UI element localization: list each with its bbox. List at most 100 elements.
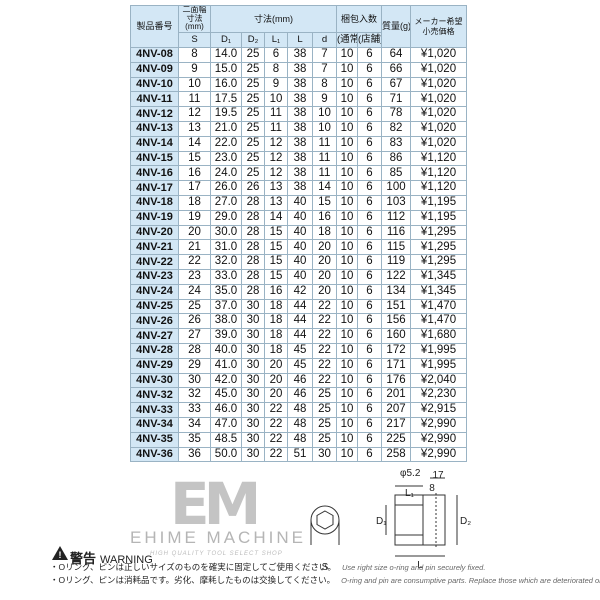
table-cell: 6 (356, 313, 383, 330)
product-code: 4NV-26 (130, 313, 179, 330)
table-cell: 22.0 (210, 135, 242, 152)
table-cell: 26 (178, 313, 211, 330)
table-cell: 82 (381, 120, 412, 137)
header-cell: 寸法(mm) (210, 5, 337, 33)
table-cell: 122 (381, 268, 412, 285)
header-line: 寸法 (186, 13, 203, 23)
product-code: 4NV-18 (130, 194, 179, 211)
product-code: 4NV-24 (130, 283, 179, 300)
table-cell: 10 (336, 61, 358, 78)
table-cell: 217 (381, 416, 412, 433)
table-cell: 46.0 (210, 402, 242, 418)
table-cell: 10 (336, 298, 358, 315)
table-cell: 16 (264, 283, 288, 300)
table-cell: 38 (287, 76, 313, 93)
table-cell: 30 (241, 372, 265, 389)
table-cell: ¥2,230 (410, 387, 468, 404)
table-cell: 6 (356, 91, 383, 108)
table-cell: 30 (241, 298, 265, 315)
table-cell: 9 (312, 91, 337, 108)
table-cell: 7 (312, 47, 337, 63)
table-cell: 12 (264, 135, 288, 152)
table-cell: 41.0 (210, 357, 242, 374)
table-cell: 156 (381, 313, 412, 330)
label-8: 8 (429, 483, 435, 494)
table-cell: 10 (336, 209, 358, 226)
table-cell: 38 (287, 150, 313, 167)
product-code: 4NV-28 (130, 342, 179, 359)
table-cell: 38.0 (210, 313, 242, 330)
table-cell: 45 (287, 357, 313, 374)
table-cell: 45.0 (210, 387, 242, 404)
table-cell: 22 (264, 446, 288, 463)
logo-name: EHIME MACHINE (130, 528, 306, 547)
table-cell: ¥1,295 (410, 254, 468, 270)
table-cell: 71 (381, 91, 412, 108)
table-cell: 10 (336, 76, 358, 93)
table-cell: 10 (336, 313, 358, 330)
table-cell: ¥1,020 (410, 76, 468, 93)
table-cell: 14 (312, 180, 337, 196)
table-cell: 38 (287, 120, 313, 137)
table-row: 4NV-35 35 48.5 30 22 48 25 10 6 225 ¥2,990 (130, 431, 468, 448)
product-code: 4NV-19 (130, 209, 179, 226)
table-cell: 6 (356, 165, 383, 182)
table-cell: 42 (287, 283, 313, 300)
table-cell: 38 (287, 91, 313, 108)
table-cell: 116 (381, 224, 412, 241)
table-row: 4NV-09 9 15.0 25 8 38 7 10 6 66 ¥1,020 (130, 61, 468, 78)
table-cell: 6 (356, 76, 383, 93)
table-cell: 9 (178, 61, 211, 78)
table-cell: 22 (312, 372, 337, 389)
table-cell: ¥1,470 (410, 298, 468, 315)
table-cell: 6 (356, 180, 383, 196)
table-cell: 33.0 (210, 268, 242, 285)
table-cell: ¥2,915 (410, 402, 468, 418)
table-cell: 9 (264, 76, 288, 93)
logo-mark: EM (170, 470, 261, 538)
table-cell: 25 (241, 91, 265, 108)
product-code: 4NV-30 (130, 372, 179, 389)
table-row: 4NV-24 24 35.0 28 16 42 20 10 6 134 ¥1,345 (130, 283, 468, 300)
table-cell: 38 (287, 135, 313, 152)
table-cell: 100 (381, 180, 412, 196)
table-cell: ¥1,020 (410, 61, 468, 78)
table-cell: ¥1,020 (410, 135, 468, 152)
header-cell: L₁ (264, 32, 288, 48)
table-cell: 18 (312, 224, 337, 241)
table-cell: ¥1,120 (410, 165, 468, 182)
table-cell: 14 (178, 135, 211, 152)
table-cell: 40 (287, 224, 313, 241)
table-cell: ¥1,345 (410, 283, 468, 300)
table-cell: 19 (178, 209, 211, 226)
table-cell: 25 (241, 76, 265, 93)
table-row: 4NV-21 21 31.0 28 15 40 20 10 6 115 ¥1,295 (130, 239, 468, 256)
label-l1: L₁ (405, 488, 415, 499)
table-cell: 23.0 (210, 150, 242, 167)
table-cell: ¥1,020 (410, 91, 468, 108)
table-cell: 6 (356, 268, 383, 285)
table-cell: 15.0 (210, 61, 242, 78)
table-cell: 10 (336, 402, 358, 418)
table-cell: ¥1,680 (410, 328, 468, 344)
table-cell: 40 (287, 194, 313, 211)
header-cell: 製品番号 (130, 5, 179, 48)
table-row: 4NV-28 28 40.0 30 18 45 22 10 6 172 ¥1,995 (130, 342, 468, 359)
table-cell: 30 (241, 431, 265, 448)
header-cell: メーカー希望 小売価格 (410, 5, 468, 48)
table-cell: 30 (312, 446, 337, 463)
header-cell: (通常) (336, 32, 358, 48)
table-cell: 176 (381, 372, 412, 389)
table-cell: 10 (336, 224, 358, 241)
table-cell: 20 (312, 268, 337, 285)
product-code: 4NV-15 (130, 150, 179, 167)
table-row: 4NV-25 25 37.0 30 18 44 22 10 6 151 ¥1,470 (130, 298, 468, 315)
table-cell: 207 (381, 402, 412, 418)
product-code: 4NV-22 (130, 254, 179, 270)
table-cell: 10 (336, 446, 358, 463)
warning-title-en: WARNING (100, 554, 153, 566)
header-cell: (店舗) (356, 32, 383, 48)
table-row: 4NV-20 20 30.0 28 15 40 18 10 6 116 ¥1,295 (130, 224, 468, 241)
header-cell: 質量(g) (381, 5, 412, 48)
table-cell: 6 (356, 254, 383, 270)
